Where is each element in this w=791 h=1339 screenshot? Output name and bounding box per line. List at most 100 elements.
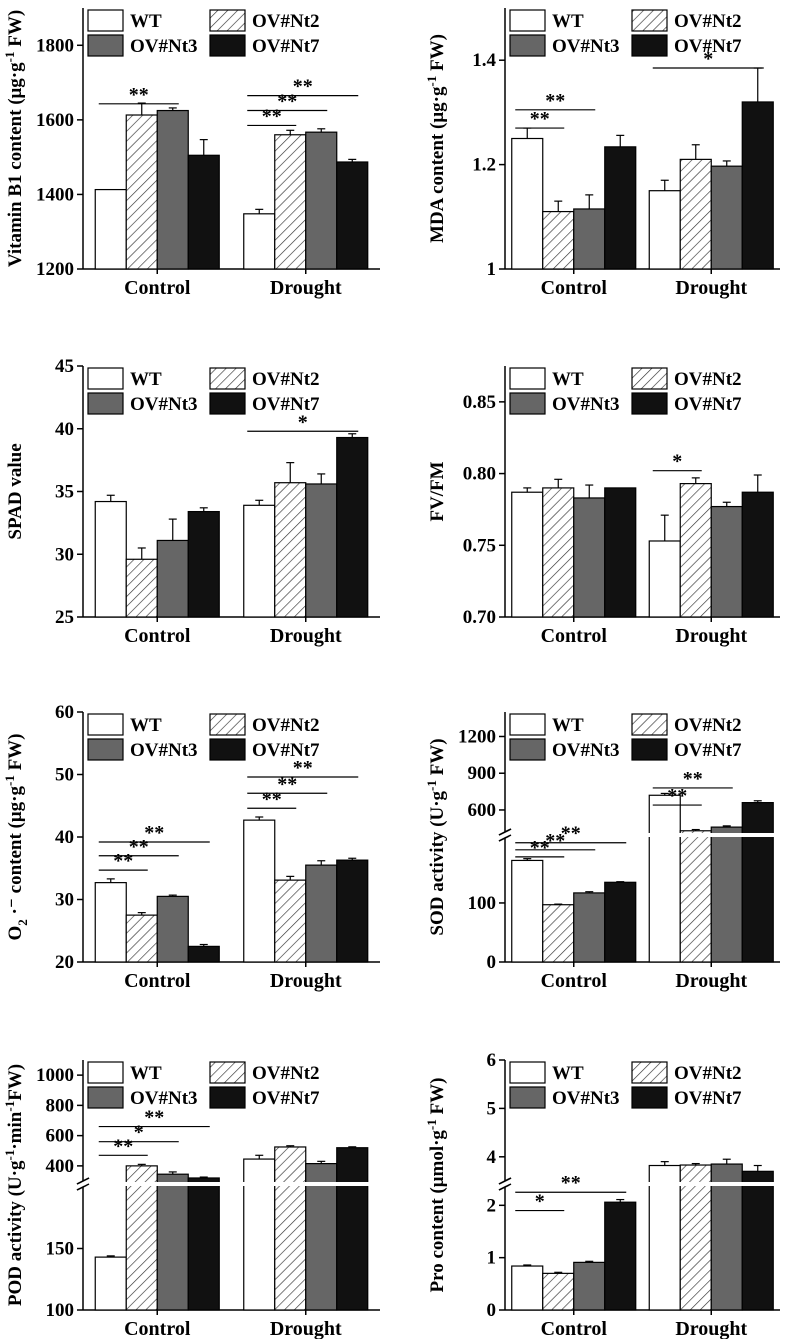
bar: [604, 1201, 637, 1311]
legend-swatch: [209, 1061, 246, 1084]
y-tick-label: 0.80: [463, 464, 496, 485]
y-axis-label-part: -1: [2, 1101, 17, 1112]
legend-swatch: [209, 367, 246, 390]
bar: [710, 826, 743, 963]
y-tick-label: 40: [55, 827, 74, 848]
y-axis-label: MDA content (μg·g-1 FW): [424, 34, 448, 243]
x-category-label: Drought: [675, 970, 747, 992]
legend-label: WT: [552, 369, 584, 390]
bar: [274, 1146, 307, 1311]
y-tick-label: 0: [487, 1300, 497, 1321]
significance-label: *: [703, 48, 713, 70]
y-axis-label-part: -1: [424, 1119, 439, 1130]
y-axis-label: Vitamin B1 content (μg·g-1 FW): [2, 10, 26, 267]
y-tick-label: 1600: [36, 110, 74, 131]
bar: [679, 158, 712, 270]
significance-label: **: [144, 1107, 164, 1129]
bar: [187, 945, 220, 963]
y-axis-label-part: FW): [5, 10, 26, 52]
legend-swatch: [87, 34, 124, 57]
bar: [511, 1265, 544, 1311]
bar: [710, 165, 743, 270]
y-tick-label: 40: [55, 419, 74, 440]
legend-label: OV#Nt3: [552, 394, 620, 415]
y-tick-label: 5: [487, 1098, 497, 1119]
bar: [511, 137, 544, 270]
y-axis-label: SOD activity (U·g-1 FW): [424, 738, 448, 935]
legend-label: WT: [130, 715, 162, 736]
y-axis-label-part: -1: [2, 775, 17, 786]
significance-label: **: [129, 84, 149, 106]
bar: [125, 914, 158, 963]
significance-label: **: [683, 768, 703, 790]
y-tick-label: 6: [487, 1050, 497, 1071]
legend-label: OV#Nt7: [674, 36, 742, 57]
x-category-label: Control: [541, 970, 608, 992]
legend-label: WT: [130, 11, 162, 32]
legend-swatch: [87, 1061, 124, 1084]
bar: [187, 154, 220, 270]
legend-swatch: [509, 9, 546, 32]
legend-label: OV#Nt3: [552, 36, 620, 57]
bar: [125, 558, 158, 618]
legend-swatch: [87, 392, 124, 415]
bar: [156, 109, 189, 270]
bar: [156, 539, 189, 618]
bar: [243, 504, 276, 618]
axis-break-mark: [498, 834, 512, 842]
y-tick-label: 1.2: [472, 155, 496, 176]
legend-label: OV#Nt3: [130, 740, 198, 761]
legend-swatch: [87, 738, 124, 761]
legend-swatch: [631, 738, 668, 761]
legend-swatch: [209, 9, 246, 32]
bar: [94, 882, 127, 963]
y-tick-label: 150: [46, 1239, 75, 1260]
legend-swatch: [209, 738, 246, 761]
bar: [94, 1256, 127, 1311]
significance-label: **: [667, 785, 687, 807]
bar: [274, 134, 307, 270]
y-axis-label-part: FW): [427, 738, 448, 780]
legend-label: OV#Nt3: [552, 740, 620, 761]
legend-label: OV#Nt3: [130, 1088, 198, 1109]
y-tick-label: 0.75: [463, 535, 496, 556]
bar: [679, 483, 712, 618]
bar: [336, 1147, 369, 1311]
bar: [542, 904, 575, 963]
y-axis-label-part: Vitamin B1 content (μg·g: [5, 62, 26, 267]
bar: [336, 859, 369, 963]
axis-gap: [84, 1182, 381, 1186]
legend-label: OV#Nt7: [252, 394, 320, 415]
legend-label: WT: [130, 1063, 162, 1084]
x-category-label: Control: [124, 277, 191, 299]
y-axis-label-part: 2: [15, 919, 30, 926]
bar: [573, 497, 606, 618]
legend-swatch: [509, 367, 546, 390]
y-axis-label-part: FW): [427, 1078, 448, 1120]
bar: [125, 114, 158, 270]
legend-label: OV#Nt2: [252, 11, 320, 32]
y-tick-label: 1: [487, 259, 497, 280]
legend-label: WT: [552, 715, 584, 736]
axis-break-mark: [498, 1177, 512, 1185]
axis-break-mark: [498, 828, 512, 836]
legend-label: OV#Nt2: [674, 715, 742, 736]
y-axis-label-part: -1: [424, 780, 439, 791]
axis-gap: [506, 1182, 781, 1186]
axis-gap: [506, 833, 781, 837]
y-axis-label-part: MDA content (μg·g: [427, 86, 448, 243]
bar: [305, 131, 338, 270]
legend-swatch: [509, 1061, 546, 1084]
y-tick-label: 60: [55, 702, 74, 723]
y-axis-label-part: Pro content (μmol·g: [427, 1130, 448, 1293]
legend-label: OV#Nt2: [252, 1063, 320, 1084]
bar: [336, 436, 369, 618]
legend-label: OV#Nt7: [252, 740, 320, 761]
x-category-label: Drought: [270, 277, 342, 299]
legend-label: WT: [552, 11, 584, 32]
axis-break-mark: [76, 1183, 90, 1191]
y-tick-label: 4: [487, 1147, 497, 1168]
bar: [187, 510, 220, 618]
bar: [604, 487, 637, 618]
